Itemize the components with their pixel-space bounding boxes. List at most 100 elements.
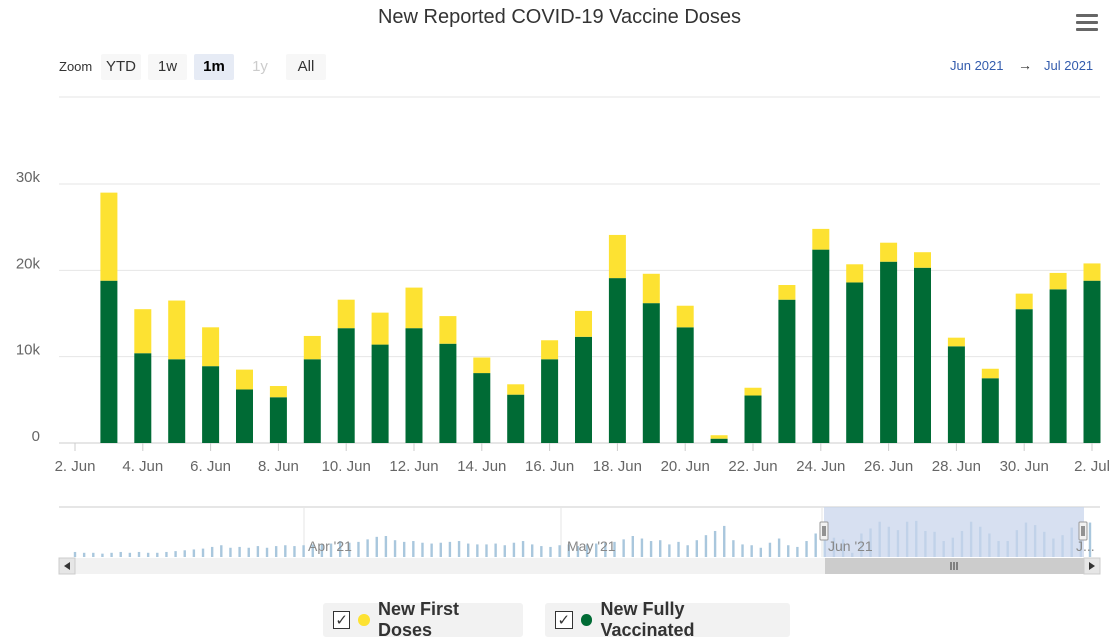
bar-first-doses[interactable]: [1083, 263, 1101, 281]
bars[interactable]: [100, 192, 1101, 443]
legend-item-fully-vaccinated[interactable]: ✓ New Fully Vaccinated: [545, 599, 790, 640]
bar-first-doses[interactable]: [439, 316, 457, 344]
zoom-ytd-button[interactable]: YTD: [101, 54, 141, 80]
navigator-bar: [503, 545, 506, 557]
navigator-bar: [421, 542, 424, 557]
bar-first-doses[interactable]: [914, 252, 931, 268]
bar-first-doses[interactable]: [100, 192, 118, 281]
bar-first-doses[interactable]: [507, 384, 525, 395]
navigator-bar: [540, 546, 543, 557]
hamburger-menu-icon[interactable]: [1076, 14, 1098, 32]
bar-fully-vaccinated[interactable]: [337, 328, 355, 443]
bar-first-doses[interactable]: [846, 264, 864, 283]
navigator-window[interactable]: [824, 507, 1084, 557]
bar-fully-vaccinated[interactable]: [100, 280, 118, 443]
bar-first-doses[interactable]: [575, 310, 592, 337]
bar-first-doses[interactable]: [608, 234, 626, 279]
bar-fully-vaccinated[interactable]: [202, 366, 220, 443]
bar-fully-vaccinated[interactable]: [1083, 280, 1101, 443]
bar-first-doses[interactable]: [168, 300, 186, 360]
y-tick-label: 0: [32, 428, 40, 445]
navigator-bar: [1088, 522, 1092, 557]
bar-fully-vaccinated[interactable]: [981, 378, 999, 443]
bar-fully-vaccinated[interactable]: [608, 278, 626, 443]
bar-first-doses[interactable]: [642, 273, 660, 304]
bar-first-doses[interactable]: [981, 368, 999, 379]
zoom-1y-button[interactable]: 1y: [240, 54, 280, 80]
bar-fully-vaccinated[interactable]: [134, 353, 152, 443]
bar-first-doses[interactable]: [337, 299, 355, 329]
bar-first-doses[interactable]: [541, 340, 559, 360]
navigator-handle-icon[interactable]: [819, 521, 829, 541]
navigator-bar: [457, 541, 461, 557]
x-tick-label: 28. Jun: [932, 458, 981, 475]
bar-first-doses[interactable]: [778, 285, 796, 300]
navigator-bar: [73, 551, 77, 557]
bar-fully-vaccinated[interactable]: [778, 299, 796, 443]
bar-fully-vaccinated[interactable]: [1015, 309, 1033, 443]
bar-fully-vaccinated[interactable]: [541, 359, 559, 443]
navigator-bar: [723, 525, 726, 557]
bar-fully-vaccinated[interactable]: [642, 303, 660, 443]
bar-first-doses[interactable]: [134, 309, 152, 354]
zoom-1m-button[interactable]: 1m: [194, 54, 234, 80]
bar-first-doses[interactable]: [202, 327, 220, 367]
bar-fully-vaccinated[interactable]: [473, 373, 491, 443]
bar-fully-vaccinated[interactable]: [575, 336, 592, 443]
bar-fully-vaccinated[interactable]: [439, 343, 457, 443]
bar-first-doses[interactable]: [947, 337, 965, 347]
legend-label: New Fully Vaccinated: [600, 599, 695, 640]
zoom-all-button[interactable]: All: [286, 54, 326, 80]
bar-fully-vaccinated[interactable]: [371, 344, 389, 443]
bar-first-doses[interactable]: [236, 369, 253, 390]
navigator-bar: [274, 546, 278, 557]
bar-fully-vaccinated[interactable]: [846, 282, 864, 443]
navigator-bar: [192, 549, 196, 557]
x-tick-label: 10. Jun: [322, 458, 371, 475]
zoom-1w-button[interactable]: 1w: [148, 54, 187, 80]
range-from-input[interactable]: Jun 2021: [950, 58, 1004, 73]
bar-first-doses[interactable]: [676, 305, 694, 328]
bar-fully-vaccinated[interactable]: [744, 395, 762, 443]
bar-fully-vaccinated[interactable]: [405, 328, 423, 443]
bar-fully-vaccinated[interactable]: [269, 397, 287, 443]
bar-first-doses[interactable]: [473, 357, 491, 374]
checkbox-checked-icon[interactable]: ✓: [333, 611, 351, 629]
bar-fully-vaccinated[interactable]: [676, 327, 694, 443]
navigator[interactable]: Apr '21 May '21 Jun '21 J...: [58, 506, 1101, 575]
bar-first-doses[interactable]: [880, 242, 898, 262]
x-tick-label: 8. Jun: [258, 458, 299, 475]
checkbox-checked-icon[interactable]: ✓: [555, 611, 573, 629]
bar-fully-vaccinated[interactable]: [914, 267, 931, 443]
bar-fully-vaccinated[interactable]: [812, 249, 830, 443]
bar-first-doses[interactable]: [1015, 293, 1033, 310]
x-tick-label: 14. Jun: [457, 458, 506, 475]
navigator-bar: [686, 545, 689, 557]
bar-fully-vaccinated[interactable]: [1049, 289, 1067, 443]
navigator-handle-icon[interactable]: [1078, 521, 1088, 541]
bar-first-doses[interactable]: [1049, 272, 1067, 290]
navigator-bar: [201, 548, 205, 557]
bar-first-doses[interactable]: [269, 386, 287, 398]
bar-first-doses[interactable]: [371, 312, 389, 345]
bar-first-doses[interactable]: [303, 335, 321, 360]
bar-fully-vaccinated[interactable]: [880, 261, 898, 443]
bar-fully-vaccinated[interactable]: [947, 346, 965, 443]
legend-item-first-doses[interactable]: ✓ New First Doses: [323, 599, 523, 640]
navigator-bar: [174, 551, 177, 557]
bar-fully-vaccinated[interactable]: [236, 389, 253, 443]
chart-title: New Reported COVID-19 Vaccine Doses: [377, 6, 742, 28]
bar-fully-vaccinated[interactable]: [710, 438, 728, 443]
bar-first-doses[interactable]: [812, 228, 830, 250]
navigator-bar: [585, 544, 589, 557]
bar-first-doses[interactable]: [744, 387, 762, 396]
bar-first-doses[interactable]: [710, 435, 728, 439]
navigator-bar: [485, 544, 488, 557]
navigator-bar: [265, 547, 269, 557]
navigator-bar: [146, 552, 150, 557]
bar-fully-vaccinated[interactable]: [507, 394, 525, 443]
bar-first-doses[interactable]: [405, 287, 423, 329]
bar-fully-vaccinated[interactable]: [168, 359, 186, 443]
range-to-input[interactable]: Jul 2021: [1044, 58, 1094, 73]
bar-fully-vaccinated[interactable]: [303, 359, 321, 443]
